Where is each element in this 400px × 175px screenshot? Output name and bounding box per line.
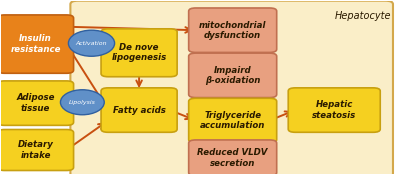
Text: Triglyceride
accumulation: Triglyceride accumulation: [200, 111, 265, 130]
FancyBboxPatch shape: [0, 15, 74, 73]
Text: Hepatic
steatosis: Hepatic steatosis: [312, 100, 356, 120]
FancyBboxPatch shape: [189, 98, 277, 143]
FancyBboxPatch shape: [101, 88, 177, 132]
Text: Hepatocyte: Hepatocyte: [335, 11, 391, 21]
FancyBboxPatch shape: [288, 88, 380, 132]
Text: Impaird
β-oxidation: Impaird β-oxidation: [205, 66, 260, 85]
Text: De nove
lipogenesis: De nove lipogenesis: [112, 43, 167, 62]
Text: Fatty acids: Fatty acids: [113, 106, 166, 115]
Text: Lipolysis: Lipolysis: [69, 100, 96, 105]
Ellipse shape: [60, 90, 104, 115]
Text: mitochondrial
dysfunction: mitochondrial dysfunction: [199, 20, 266, 40]
Text: Dietary
intake: Dietary intake: [18, 140, 54, 160]
FancyBboxPatch shape: [101, 29, 177, 77]
FancyBboxPatch shape: [189, 8, 277, 52]
Text: Adipose
tissue: Adipose tissue: [16, 93, 55, 113]
FancyBboxPatch shape: [0, 130, 74, 170]
Text: Insulin
resistance: Insulin resistance: [10, 34, 61, 54]
Text: Activation: Activation: [76, 41, 107, 46]
Text: Reduced VLDV
secretion: Reduced VLDV secretion: [198, 148, 268, 167]
Ellipse shape: [68, 30, 114, 56]
FancyBboxPatch shape: [0, 81, 74, 125]
FancyBboxPatch shape: [189, 140, 277, 175]
FancyBboxPatch shape: [189, 53, 277, 98]
FancyBboxPatch shape: [70, 1, 393, 175]
